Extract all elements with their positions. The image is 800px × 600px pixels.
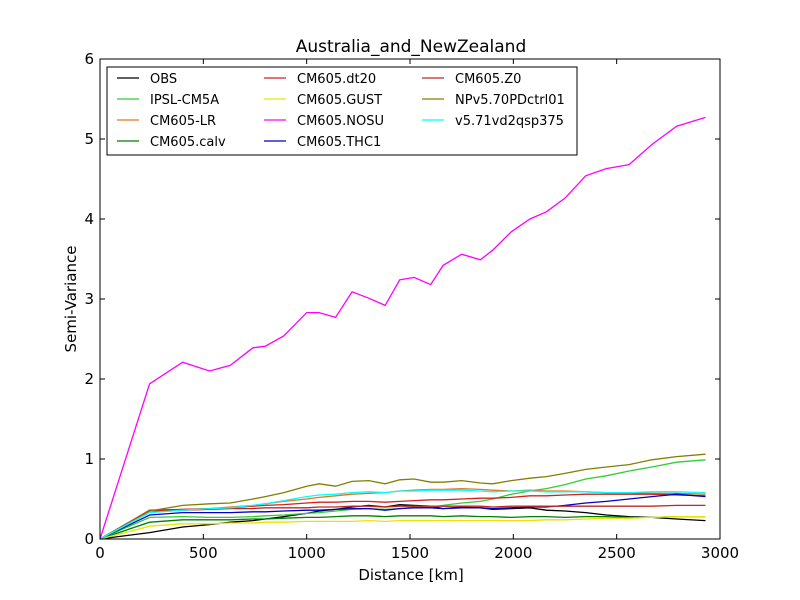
y-axis-label: Semi-Variance	[62, 246, 80, 353]
y-tick-label: 5	[84, 130, 94, 148]
y-tick-label: 0	[84, 530, 94, 548]
x-tick-label: 1000	[288, 544, 326, 562]
series-line-3	[99, 515, 706, 540]
legend-label-8: CM605.Z0	[455, 72, 521, 87]
legend-label-3: CM605.calv	[150, 135, 226, 150]
series-line-4	[99, 493, 706, 540]
series-line-6	[99, 116, 706, 540]
series-line-10	[99, 489, 706, 540]
series-line-0	[99, 503, 706, 540]
series-line-7	[99, 493, 706, 540]
legend-label-6: CM605.NOSU	[297, 114, 384, 129]
legend-label-0: OBS	[150, 72, 177, 87]
legend-label-1: IPSL-CM5A	[150, 93, 219, 108]
legend-label-5: CM605.GUST	[297, 93, 382, 108]
series-line-2	[99, 487, 706, 540]
y-tick-label: 3	[84, 290, 94, 308]
x-axis-label: Distance [km]	[358, 566, 463, 584]
legend-label-4: CM605.dt20	[297, 72, 376, 87]
legend-label-9: NPv5.70PDctrl01	[455, 93, 565, 108]
legend: OBS IPSL-CM5A CM605-LR CM605.calv CM605.dt20…	[106, 66, 578, 156]
x-tick-label: 1500	[391, 544, 429, 562]
y-tick-label: 2	[84, 370, 94, 388]
chart-title: Australia_and_NewZealand	[296, 37, 527, 57]
series-line-9	[99, 453, 706, 540]
x-tick-label: 3000	[701, 544, 739, 562]
series-line-8	[99, 504, 706, 540]
plot-area: 0 500 1000 1500 2000 2500 3000 0 1 2 3 4 5 6 OBS IPSL-C…	[84, 50, 739, 562]
series-lines	[99, 116, 706, 540]
y-tick-label: 4	[84, 210, 94, 228]
y-tick-label: 1	[84, 450, 94, 468]
legend-label-7: CM605.THC1	[297, 135, 381, 150]
legend-label-10: v5.71vd2qsp375	[455, 114, 564, 129]
legend-box	[106, 66, 578, 156]
x-tick-label: 0	[95, 544, 105, 562]
legend-label-2: CM605-LR	[150, 114, 216, 129]
x-tick-label: 2500	[598, 544, 636, 562]
x-tick-label: 500	[189, 544, 218, 562]
series-line-5	[99, 515, 706, 540]
series-line-1	[99, 459, 706, 540]
y-tick-label: 6	[84, 50, 94, 68]
x-tick-label: 2000	[494, 544, 532, 562]
